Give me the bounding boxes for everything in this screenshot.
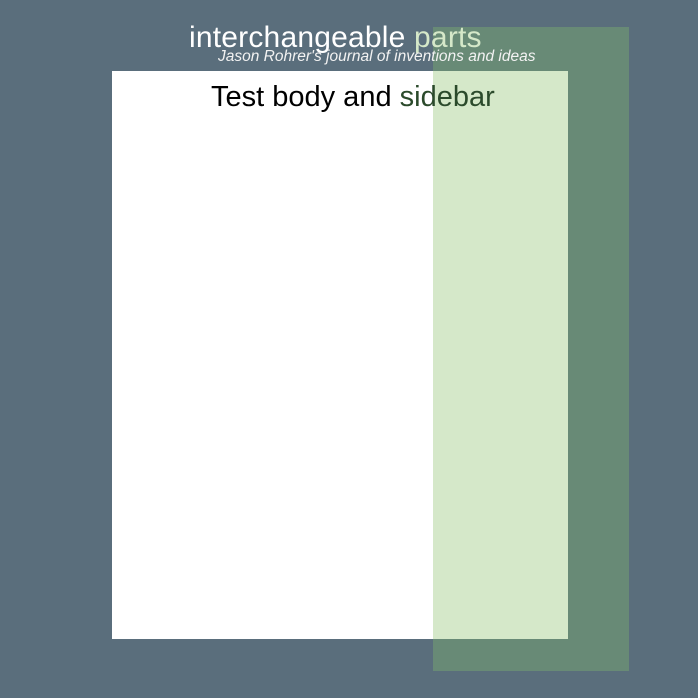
site-subtitle: Jason Rohrer's journal of inventions and… bbox=[218, 48, 536, 65]
sidebar-overlap-region bbox=[433, 71, 568, 639]
page-heading-accent: sidebar bbox=[399, 81, 495, 113]
page-heading: Test body and sidebar bbox=[211, 80, 495, 114]
site-title-accent: parts bbox=[414, 21, 482, 54]
site-title-main: interchangeable bbox=[189, 21, 415, 54]
site-title[interactable]: interchangeable parts bbox=[189, 21, 482, 55]
page-heading-main: Test body and bbox=[211, 81, 400, 113]
